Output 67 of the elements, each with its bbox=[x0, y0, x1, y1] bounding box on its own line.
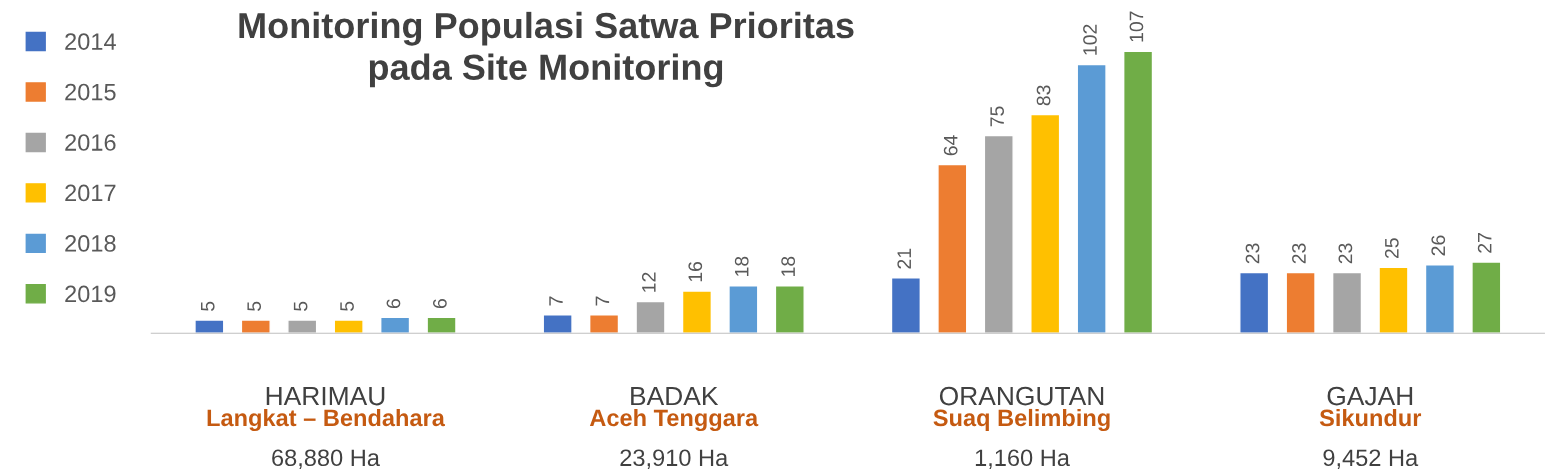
data-label: 6 bbox=[386, 299, 401, 309]
data-label: 16 bbox=[688, 261, 703, 282]
data-label: 26 bbox=[1431, 235, 1446, 256]
data-label: 5 bbox=[201, 301, 215, 311]
bar bbox=[240, 319, 271, 334]
data-label: 7 bbox=[595, 296, 610, 306]
bar bbox=[890, 277, 921, 334]
bar bbox=[1424, 264, 1456, 334]
legend-label: 2017 bbox=[65, 184, 116, 202]
data-label: 21 bbox=[897, 248, 911, 269]
bar bbox=[1331, 271, 1363, 334]
data-label: 7 bbox=[549, 296, 563, 306]
legend-label: 2016 bbox=[65, 134, 116, 151]
bar bbox=[1122, 50, 1154, 334]
x-tick-label: GAJAH bbox=[1327, 386, 1413, 406]
text: Suaq Belimbing bbox=[933, 408, 1110, 432]
data-label: 23 bbox=[1338, 243, 1353, 264]
x-tick-label: HARIMAU bbox=[266, 386, 385, 406]
bar bbox=[983, 134, 1014, 334]
data-label: 5 bbox=[340, 301, 354, 311]
bar bbox=[194, 319, 225, 334]
bar bbox=[542, 314, 573, 334]
bar bbox=[426, 316, 457, 334]
bar bbox=[287, 319, 318, 334]
data-label: 83 bbox=[1036, 85, 1051, 106]
data-label: 5 bbox=[247, 301, 262, 311]
text: 68,880 Ha bbox=[272, 449, 380, 469]
bar bbox=[380, 316, 411, 334]
legend-label: 2015 bbox=[65, 83, 116, 101]
text: 23,910 Ha bbox=[620, 449, 729, 469]
bar bbox=[937, 163, 968, 334]
bar bbox=[1471, 261, 1502, 334]
data-label: 12 bbox=[641, 272, 656, 292]
x-tick-label: ORANGUTAN bbox=[939, 386, 1104, 406]
bar bbox=[1076, 63, 1107, 334]
data-label: 64 bbox=[943, 135, 958, 156]
bar bbox=[1239, 271, 1270, 334]
text: Langkat – Bendahara bbox=[207, 408, 446, 432]
bar bbox=[681, 290, 713, 334]
data-label: 23 bbox=[1245, 243, 1260, 264]
text: Sikundur bbox=[1319, 408, 1422, 427]
text: 9,452 Ha bbox=[1323, 449, 1419, 469]
text: Aceh Tenggara bbox=[589, 408, 759, 432]
data-label: 25 bbox=[1384, 238, 1399, 259]
bar bbox=[635, 300, 666, 334]
legend-label: 2014 bbox=[65, 33, 116, 50]
data-label: 107 bbox=[1129, 11, 1144, 42]
bar bbox=[1030, 113, 1061, 334]
x-tick-label: BADAK bbox=[631, 386, 719, 406]
data-label: 18 bbox=[781, 256, 796, 276]
bar bbox=[588, 314, 620, 334]
data-label: 5 bbox=[293, 301, 308, 311]
bar bbox=[728, 285, 759, 334]
data-label: 27 bbox=[1477, 233, 1492, 253]
data-label: 102 bbox=[1083, 24, 1097, 55]
bar bbox=[1285, 271, 1316, 334]
data-label: 18 bbox=[734, 256, 749, 276]
data-label: 23 bbox=[1292, 243, 1306, 264]
legend-label: 2018 bbox=[65, 235, 116, 252]
text: 1,160 Ha bbox=[975, 449, 1070, 469]
bar bbox=[774, 285, 805, 334]
chart-title: Monitoring Populasi Satwa Prioritas pada Site Monitoring bbox=[239, 11, 854, 88]
bar bbox=[1378, 266, 1409, 334]
data-label: 6 bbox=[433, 299, 447, 309]
legend-label: 2019 bbox=[65, 285, 116, 303]
data-label: 75 bbox=[990, 106, 1004, 127]
bar bbox=[333, 319, 364, 334]
